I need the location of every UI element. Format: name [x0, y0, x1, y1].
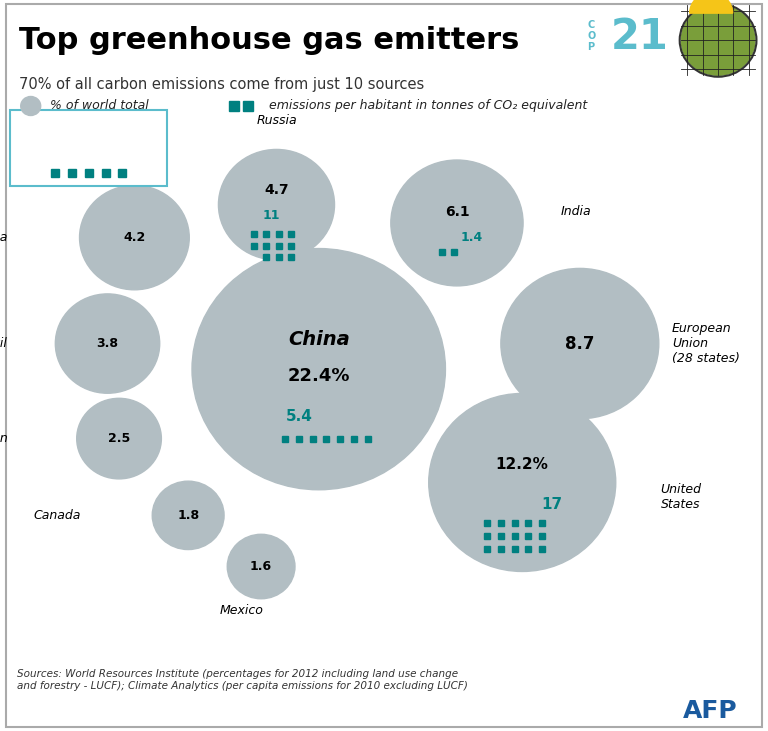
- Text: % of world total: % of world total: [50, 99, 149, 113]
- Circle shape: [429, 393, 616, 572]
- Text: 4.5: 4.5: [71, 135, 106, 154]
- Circle shape: [21, 96, 41, 115]
- Text: 12.2%: 12.2%: [496, 457, 548, 471]
- Text: C
O
P: C O P: [588, 20, 596, 52]
- Text: 6.1: 6.1: [445, 205, 469, 219]
- Wedge shape: [690, 0, 733, 13]
- Circle shape: [192, 249, 445, 490]
- Text: 4.7: 4.7: [264, 183, 289, 197]
- Text: 8.7: 8.7: [565, 335, 594, 352]
- Text: Mexico: Mexico: [220, 604, 264, 617]
- Text: 1.4: 1.4: [461, 231, 483, 244]
- Circle shape: [391, 160, 523, 286]
- Text: per capita: per capita: [57, 139, 121, 152]
- Circle shape: [80, 186, 189, 289]
- Text: Sources: World Resources Institute (percentages for 2012 including land use chan: Sources: World Resources Institute (perc…: [17, 669, 468, 691]
- Circle shape: [681, 5, 755, 75]
- Circle shape: [218, 149, 335, 260]
- Text: World average: World average: [34, 119, 144, 132]
- Text: United
States: United States: [660, 483, 701, 511]
- Text: European
Union
(28 states): European Union (28 states): [672, 322, 740, 365]
- Text: 70% of all carbon emissions come from just 10 sources: 70% of all carbon emissions come from ju…: [19, 77, 425, 92]
- Text: 1.6: 1.6: [250, 560, 272, 573]
- Text: 17: 17: [541, 497, 563, 512]
- Text: 11: 11: [263, 209, 280, 222]
- Text: 3.8: 3.8: [97, 337, 118, 350]
- Text: 1.8: 1.8: [177, 509, 199, 522]
- Text: 5.4: 5.4: [286, 409, 313, 424]
- Text: AFP: AFP: [683, 699, 738, 722]
- Circle shape: [227, 534, 295, 599]
- Text: Indonesia: Indonesia: [0, 231, 8, 244]
- Circle shape: [77, 398, 161, 479]
- Circle shape: [55, 294, 160, 393]
- Text: India: India: [561, 205, 591, 219]
- Text: emissions per habitant in tonnes of CO₂ equivalent: emissions per habitant in tonnes of CO₂ …: [269, 99, 587, 113]
- Circle shape: [152, 481, 224, 550]
- Text: 21: 21: [611, 16, 668, 58]
- Text: Brazil: Brazil: [0, 337, 8, 350]
- Text: 4.2: 4.2: [124, 231, 145, 244]
- Text: China: China: [288, 330, 349, 349]
- Text: 2.5: 2.5: [108, 432, 130, 445]
- Text: Russia: Russia: [257, 114, 296, 127]
- Text: 22.4%: 22.4%: [287, 368, 350, 385]
- FancyBboxPatch shape: [10, 110, 167, 186]
- Text: Canada: Canada: [33, 509, 81, 522]
- Text: Top greenhouse gas emitters: Top greenhouse gas emitters: [19, 26, 520, 55]
- Text: Japan: Japan: [0, 432, 8, 445]
- Circle shape: [501, 268, 659, 419]
